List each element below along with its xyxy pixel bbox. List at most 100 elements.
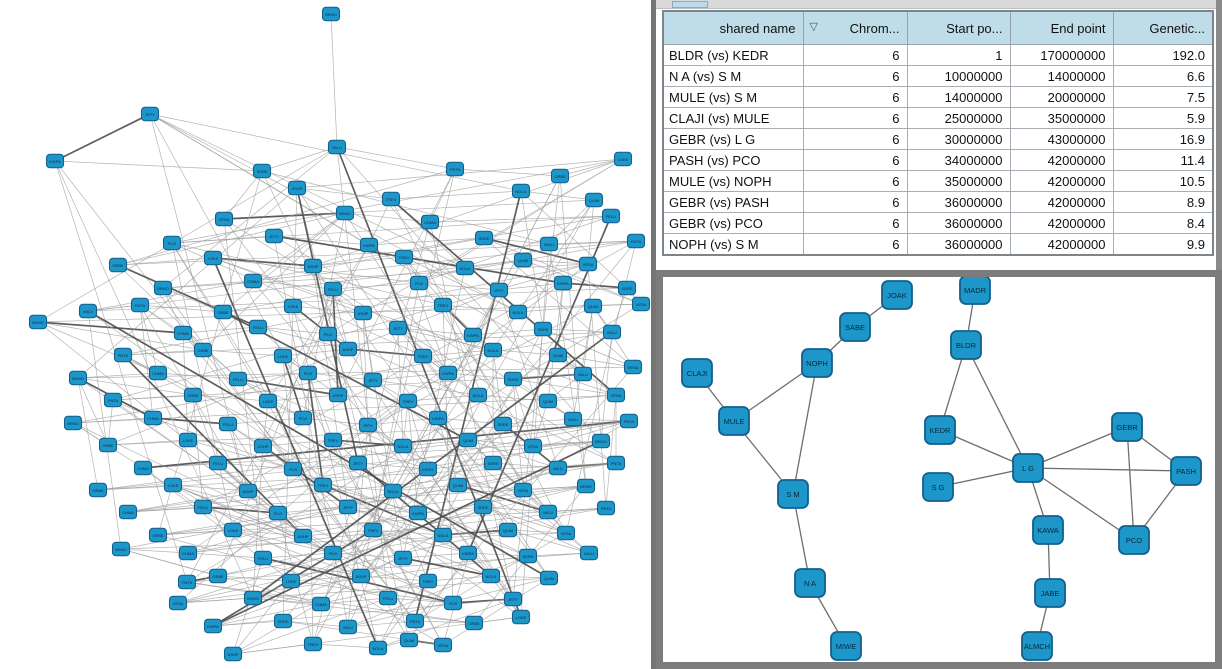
table-cell[interactable]: 14000000: [906, 86, 1011, 108]
network-node[interactable]: SDRE: [474, 230, 494, 246]
network-node[interactable]: SDRE: [617, 280, 637, 296]
network-node[interactable]: BRNO: [243, 590, 263, 606]
table-cell[interactable]: 35000000: [906, 170, 1011, 192]
network-node[interactable]: CHMA: [178, 545, 198, 561]
network-node[interactable]: GRBE: [88, 482, 108, 498]
network-node[interactable]: PNTA: [626, 233, 646, 249]
network-node[interactable]: NOPH: [801, 348, 833, 378]
table-row[interactable]: PASH (vs) PCO 6 34000000 42000000 11.4: [662, 149, 1214, 171]
network-node[interactable]: ASHP: [293, 528, 313, 544]
table-row[interactable]: N A (vs) S M 6 10000000 14000000 6.6: [662, 65, 1214, 87]
network-node[interactable]: PNTA: [445, 161, 465, 177]
table-cell[interactable]: 5.9: [1112, 107, 1214, 129]
network-node[interactable]: S M: [777, 479, 809, 509]
network-node[interactable]: FELU: [601, 208, 621, 224]
network-node[interactable]: JABE: [1034, 578, 1066, 608]
col-header-start-position[interactable]: Start po...: [906, 10, 1011, 45]
network-node[interactable]: GEBR: [1111, 412, 1143, 442]
network-node[interactable]: GRBE: [193, 342, 213, 358]
network-node[interactable]: VESA: [631, 296, 651, 312]
network-node[interactable]: QUIM: [498, 522, 518, 538]
network-node[interactable]: QUIM: [448, 477, 468, 493]
network-node[interactable]: GRBE: [208, 568, 228, 584]
network-node[interactable]: FELU: [248, 319, 268, 335]
network-node[interactable]: LOKE: [163, 477, 183, 493]
network-node[interactable]: CHMA: [143, 410, 163, 426]
network-node[interactable]: FELU: [208, 455, 228, 471]
network-node[interactable]: NOLA: [508, 304, 528, 320]
network-node[interactable]: PLVI: [298, 365, 318, 381]
network-node[interactable]: PNTA: [606, 455, 626, 471]
network-node[interactable]: MILU: [548, 460, 568, 476]
network-node[interactable]: GRBE: [550, 168, 570, 184]
main-network-view[interactable]: JRTY KWPA SDRE MILU PNTA GRBE LOKE ASHP TREV NOLA…: [0, 0, 652, 669]
table-cell[interactable]: 6: [802, 65, 908, 87]
col-header-chromosome[interactable]: ▽ Chrom...: [802, 10, 908, 45]
network-node[interactable]: JRTY: [388, 320, 408, 336]
network-node[interactable]: FELU: [253, 550, 273, 566]
network-node[interactable]: SDRE: [252, 163, 272, 179]
network-node[interactable]: TREV: [313, 477, 333, 493]
network-node[interactable]: JRTY: [338, 499, 358, 515]
table-cell[interactable]: 6: [802, 170, 908, 192]
table-row[interactable]: MULE (vs) S M 6 14000000 20000000 7.5: [662, 86, 1214, 108]
table-cell[interactable]: 170000000: [1009, 44, 1114, 66]
network-node[interactable]: BRNO: [153, 280, 173, 296]
table-cell[interactable]: 34000000: [906, 149, 1011, 171]
table-cell[interactable]: 6: [802, 86, 908, 108]
table-cell[interactable]: 42000000: [1009, 170, 1114, 192]
network-node[interactable]: VESA: [214, 211, 234, 227]
network-node[interactable]: PNTA: [596, 500, 616, 516]
network-node[interactable]: JRTY: [489, 282, 509, 298]
table-row[interactable]: GEBR (vs) PCO 6 36000000 42000000 8.4: [662, 212, 1214, 234]
table-cell[interactable]: 192.0: [1112, 44, 1214, 66]
network-node[interactable]: NOLA: [383, 483, 403, 499]
table-cell[interactable]: 35000000: [1009, 107, 1114, 129]
network-node[interactable]: PNTA: [177, 574, 197, 590]
network-node[interactable]: KWPA: [359, 237, 379, 253]
network-node[interactable]: S G: [922, 472, 954, 502]
network-node[interactable]: CHMA: [173, 325, 193, 341]
network-node[interactable]: TREV: [303, 636, 323, 652]
network-node[interactable]: ASHP: [253, 438, 273, 454]
network-node[interactable]: PNTA: [130, 297, 150, 313]
network-node[interactable]: MULE: [718, 406, 750, 436]
table-cell[interactable]: 25000000: [906, 107, 1011, 129]
network-node[interactable]: NOLA: [368, 640, 388, 656]
table-cell[interactable]: 6: [802, 128, 908, 150]
table-cell[interactable]: 43000000: [1009, 128, 1114, 150]
table-cell[interactable]: NOPH (vs) S M: [662, 233, 804, 256]
network-node[interactable]: GRBE: [98, 437, 118, 453]
network-node[interactable]: QUIM: [538, 393, 558, 409]
col-header-genetic[interactable]: Genetic...: [1112, 10, 1214, 45]
network-node[interactable]: SDRE: [533, 321, 553, 337]
network-node[interactable]: TREV: [363, 522, 383, 538]
network-node[interactable]: QUIM: [458, 432, 478, 448]
network-node[interactable]: CHMA: [133, 460, 153, 476]
network-node[interactable]: GRBE: [464, 615, 484, 631]
network-node[interactable]: ASHP: [287, 180, 307, 196]
network-node[interactable]: BRNO: [63, 415, 83, 431]
table-cell[interactable]: 42000000: [1009, 149, 1114, 171]
table-row[interactable]: CLAJI (vs) MULE 6 25000000 35000000 5.9: [662, 107, 1214, 129]
network-node[interactable]: KWPA: [408, 505, 428, 521]
network-node[interactable]: QUIM: [548, 347, 568, 363]
network-node[interactable]: BRNO: [576, 478, 596, 494]
network-node[interactable]: BRNO: [591, 433, 611, 449]
network-node[interactable]: SABE: [839, 312, 871, 342]
table-cell[interactable]: BLDR (vs) KEDR: [662, 44, 804, 66]
table-cell[interactable]: 42000000: [1009, 233, 1114, 256]
network-node[interactable]: LOKE: [258, 393, 278, 409]
network-node[interactable]: NOLA: [511, 183, 531, 199]
network-node[interactable]: KWPA: [463, 327, 483, 343]
network-node[interactable]: N A: [794, 568, 826, 598]
network-node[interactable]: PLVI: [318, 326, 338, 342]
table-cell[interactable]: 20000000: [1009, 86, 1114, 108]
network-node[interactable]: KWPA: [438, 365, 458, 381]
network-node[interactable]: VESA: [523, 438, 543, 454]
network-node[interactable]: TREV: [323, 432, 343, 448]
table-cell[interactable]: CLAJI (vs) MULE: [662, 107, 804, 129]
network-node[interactable]: LOKE: [613, 151, 633, 167]
network-node[interactable]: PASH: [1170, 456, 1202, 486]
network-node[interactable]: SDRE: [518, 548, 538, 564]
